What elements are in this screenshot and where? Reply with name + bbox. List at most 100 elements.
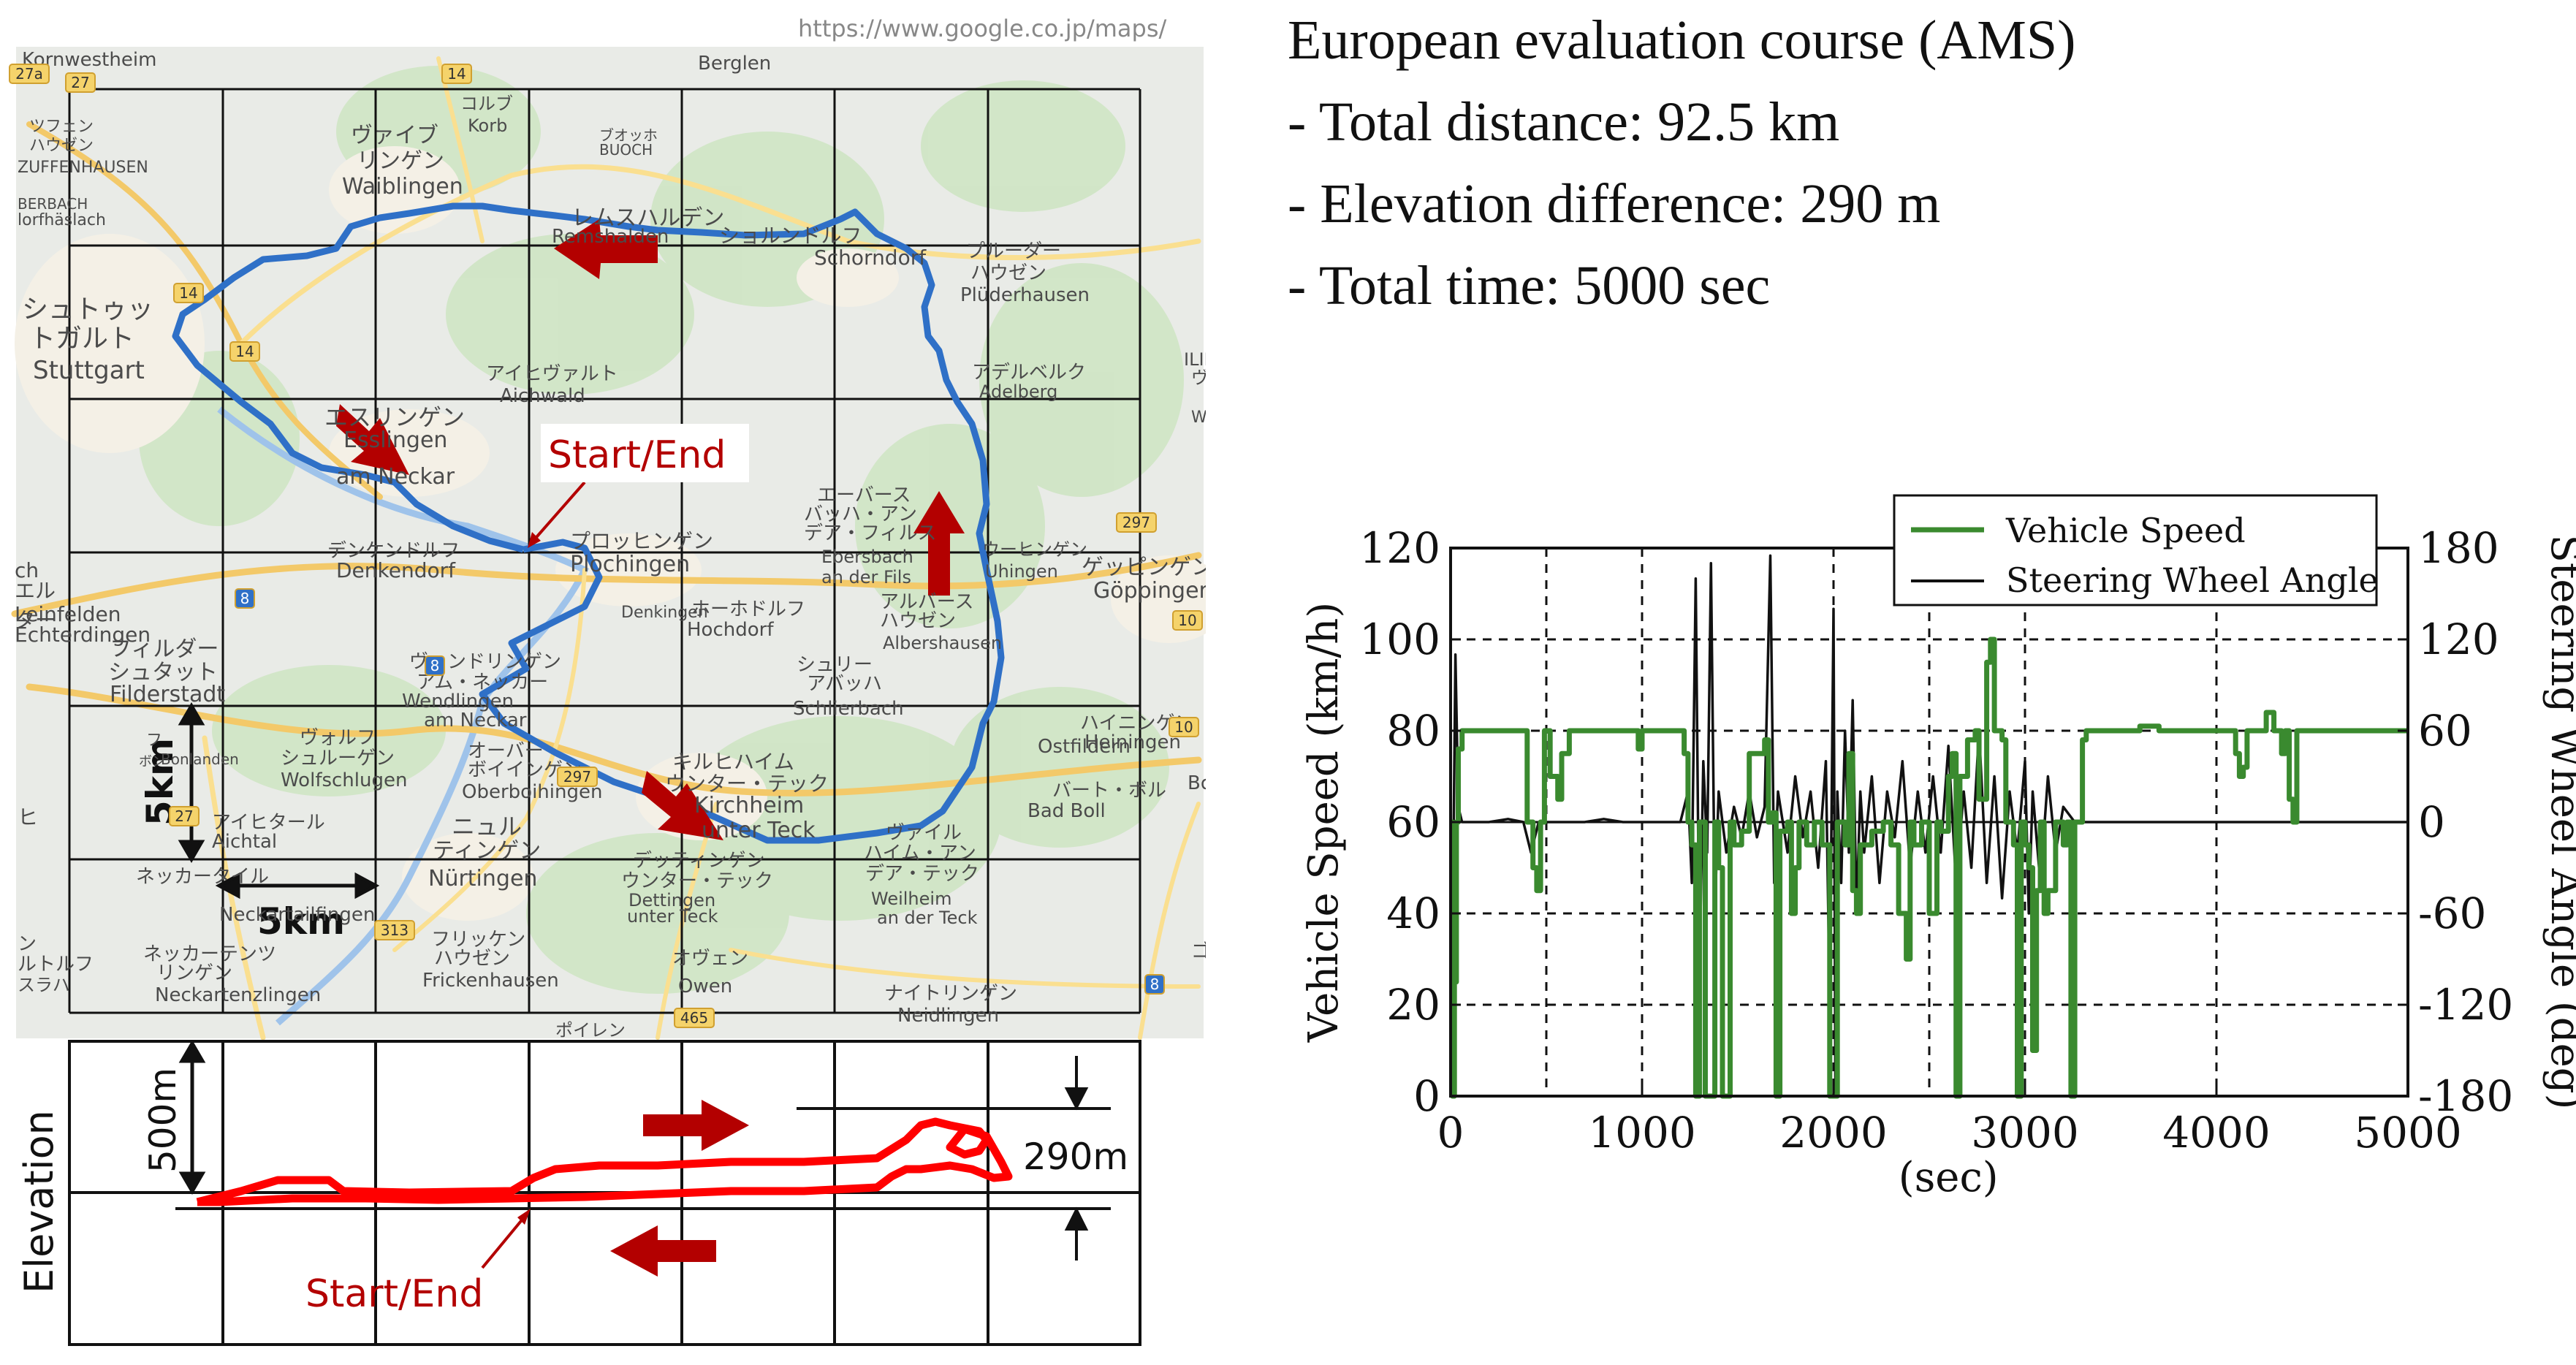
elevation-arrow-right-icon: [643, 1100, 749, 1151]
info-elevation: - Elevation difference: 290 m: [1288, 173, 1941, 235]
map-place-label: フ: [146, 731, 162, 750]
road-shield-label: 8: [430, 657, 440, 674]
y-tick-label-right: 60: [2418, 706, 2472, 756]
map-place-label: Schlierbach: [793, 698, 904, 720]
y-tick-label-right: -120: [2418, 980, 2513, 1030]
place-labels: Kornwestheim BerglenヴァイブリンゲンWaiblingenコルブ…: [15, 49, 1265, 1041]
road-shield: [169, 806, 200, 826]
map-place-label: Schorndorf: [814, 246, 927, 270]
map-place-label: バッハ・アン: [804, 503, 917, 525]
elevation-start-pointer-head: [517, 1209, 531, 1225]
map-place-label: シュタット: [108, 660, 218, 685]
map-place-label: ハウゼン: [434, 948, 510, 970]
road-shield-label: 10: [1174, 718, 1193, 736]
map-place-label: unter Teck: [702, 818, 816, 843]
map-place-label: ZUFFENHAUSEN: [18, 159, 148, 177]
legend-label-speed: Vehicle Speed: [2005, 511, 2246, 550]
map-place-label: Plüderhausen: [960, 284, 1090, 306]
elevation-diff-label: 290m: [1023, 1136, 1128, 1178]
road-shield-label: 313: [381, 921, 409, 939]
map-place-label: キルヒハイム: [672, 750, 794, 774]
info-title: European evaluation course (AMS): [1288, 9, 2076, 71]
x-axis-label: (sec): [1899, 1154, 1999, 1201]
road-shield: [441, 64, 472, 84]
map-place-label: Berglen: [698, 53, 771, 75]
map-svg: Start/End 5km 5km https://www.google.co.…: [9, 15, 1265, 1041]
map-place-label: Albershausen: [883, 633, 1002, 653]
map-place-label: Kirchheim: [694, 793, 804, 818]
scale-bars: [178, 702, 380, 900]
map-place-label: Bad Boll: [1027, 800, 1106, 822]
map-place-label: BERBACH: [18, 195, 88, 213]
map-place-label: ボン: [139, 754, 165, 769]
y-tick-label-left: 80: [1386, 706, 1440, 756]
map-place-label: Denkendorf: [336, 558, 456, 582]
road-shield-label: 14: [179, 284, 197, 302]
map-terrain: [139, 66, 1184, 994]
map-place-label: Heiningen: [1084, 731, 1181, 753]
road-shield-label: 27a: [15, 65, 43, 83]
map-place-label: Leinfelden: [15, 602, 121, 626]
elevation-start-end-label: Start/End: [305, 1272, 483, 1316]
map-place-label: Denkingen: [621, 604, 708, 622]
map-place-label: Remshalden: [552, 226, 669, 248]
map-place-label: Wäsch: [1191, 408, 1206, 427]
start-end-label-bg: [541, 424, 749, 482]
road-shield: [1144, 974, 1165, 995]
map-place-label: コルブ: [460, 94, 513, 114]
road-shield: [65, 72, 96, 93]
y-tick-label-right: -180: [2418, 1071, 2513, 1121]
map-place-label: Neckartailfingen: [219, 904, 375, 926]
info-time: - Total time: 5000 sec: [1288, 255, 1771, 316]
neckar-river: [217, 406, 590, 1026]
map-place-label: ウンター・テック: [621, 870, 773, 892]
road-shield: [374, 920, 415, 940]
start-end-pointer-head: [528, 532, 541, 548]
map-place-label: ch: [15, 558, 39, 582]
map-place-label: フリッケン: [431, 929, 525, 951]
map-place-label: アデルベルク: [972, 362, 1086, 384]
road-shield-label: 10: [1178, 612, 1196, 629]
y-tick-label-left: 0: [1413, 1071, 1440, 1121]
map-place-label: エーバース: [817, 484, 911, 506]
map-place-label: リンゲン: [156, 962, 232, 984]
chart-series: [1449, 554, 2408, 1099]
road-shield-label: 27: [71, 74, 89, 91]
x-tick-label: 1000: [1588, 1108, 1696, 1157]
map-place-label: ター: [15, 608, 56, 632]
map-place-label: Adelberg: [979, 381, 1057, 402]
map-place-label: プロッヒンゲン: [570, 529, 713, 553]
map-place-label: トガルト: [29, 324, 134, 354]
map-place-label: ホーホドルフ: [691, 598, 805, 620]
elevation-scale-label: 500m: [142, 1068, 184, 1173]
map-place-label: エル: [15, 579, 56, 603]
map-place-label: ネッカーテンツ: [143, 943, 276, 965]
map-url: https://www.google.co.jp/maps/: [798, 15, 1167, 42]
map-place-label: ILIBACH: [1184, 349, 1206, 370]
chart-legend: Vehicle Speed Steering Wheel Angle: [1893, 494, 2379, 607]
elevation-panel: Elevation 500m 290m Start/End: [0, 1038, 1206, 1362]
map-place-label: ヴェ: [1191, 368, 1206, 388]
map-place-label: シュトゥッ: [22, 294, 153, 324]
x-tick-label: 2000: [1779, 1108, 1888, 1157]
map-place-label: unter Teck: [627, 906, 718, 927]
y-tick-label-left: 100: [1359, 615, 1440, 664]
map-place-label: Waiblingen: [342, 174, 463, 199]
map-place-label: ウンター・テック: [665, 772, 829, 796]
y-tick-label-left: 60: [1386, 797, 1440, 847]
map-place-label: デア・フィルス: [804, 522, 936, 544]
road-shield-label: 297: [563, 768, 591, 786]
map-place-label: ヴァイブ: [351, 123, 438, 148]
map-place-label: ブオッホ: [599, 126, 658, 144]
map-place-label: ハウゼン: [880, 610, 956, 632]
map-place-label: デア・テック: [865, 863, 979, 885]
map-place-label: an der Teck: [877, 908, 978, 928]
map-place-label: BUOCH: [599, 141, 653, 159]
map-place-label: an der Fils: [821, 567, 911, 588]
map-place-label: lorfhäslach: [18, 211, 106, 229]
map-place-label: プルーダー: [966, 240, 1061, 262]
y-tick-label-left: 40: [1386, 889, 1440, 938]
speed-steering-chart: 0 1000 2000 3000 4000 5000 0 20 40 60 80 100 120 -180…: [1300, 475, 2576, 1242]
map-place-label: Bolheim: [1188, 772, 1206, 794]
map-place-label: Wendlingen: [402, 691, 514, 712]
